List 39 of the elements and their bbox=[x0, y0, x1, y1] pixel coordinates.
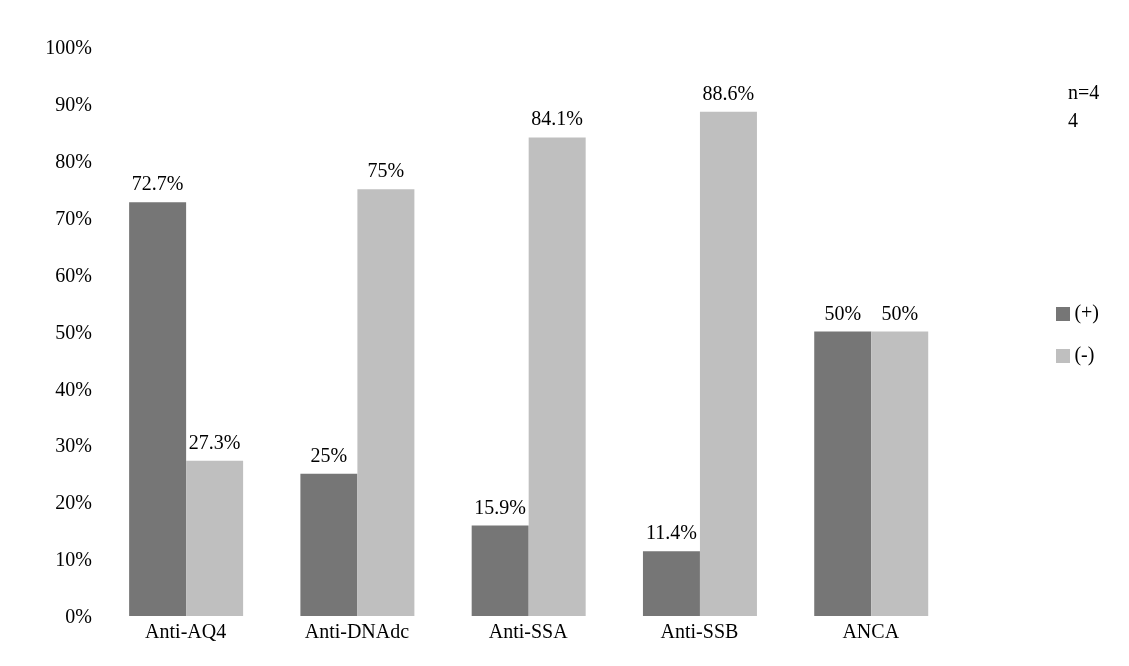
bar bbox=[186, 460, 244, 616]
x-tick-label: ANCA bbox=[842, 620, 900, 643]
y-tick-label: 100% bbox=[45, 36, 92, 59]
x-tick-label: Anti-SSB bbox=[660, 620, 739, 643]
y-tick-label: 50% bbox=[55, 320, 92, 343]
x-tick-label: Anti-AQ4 bbox=[145, 620, 227, 643]
legend-label: (-) bbox=[1074, 343, 1095, 365]
y-tick-label: 60% bbox=[55, 263, 92, 286]
data-label: 27.3% bbox=[188, 430, 241, 453]
data-label: 25% bbox=[310, 443, 348, 466]
bar bbox=[814, 331, 872, 616]
data-label: 50% bbox=[881, 301, 919, 324]
x-tick-label: Anti-DNAdc bbox=[304, 620, 410, 643]
legend-label: (+) bbox=[1074, 301, 1099, 323]
y-tick-label: 10% bbox=[55, 548, 92, 571]
data-label: 75% bbox=[367, 159, 405, 182]
bar bbox=[129, 202, 187, 616]
data-label: 72.7% bbox=[131, 172, 184, 195]
y-tick-label: 0% bbox=[65, 605, 92, 628]
data-label: 15.9% bbox=[474, 495, 527, 518]
data-label: 88.6% bbox=[702, 81, 755, 104]
bar bbox=[528, 137, 586, 616]
bar bbox=[642, 551, 700, 616]
bar bbox=[471, 525, 529, 616]
data-label: 11.4% bbox=[645, 521, 697, 544]
y-tick-label: 70% bbox=[55, 206, 92, 229]
bar bbox=[699, 111, 757, 616]
y-tick-label: 80% bbox=[55, 149, 92, 172]
bar bbox=[871, 331, 929, 616]
y-tick-label: 30% bbox=[55, 434, 92, 457]
x-tick-label: Anti-SSA bbox=[488, 620, 569, 643]
y-tick-label: 20% bbox=[55, 491, 92, 514]
bar bbox=[357, 189, 415, 616]
data-label: 50% bbox=[824, 301, 862, 324]
bar bbox=[300, 473, 358, 616]
data-label: 84.1% bbox=[531, 107, 584, 130]
text: n=44 bbox=[1068, 80, 1101, 133]
y-tick-label: 40% bbox=[55, 377, 92, 400]
y-tick-label: 90% bbox=[55, 93, 92, 115]
